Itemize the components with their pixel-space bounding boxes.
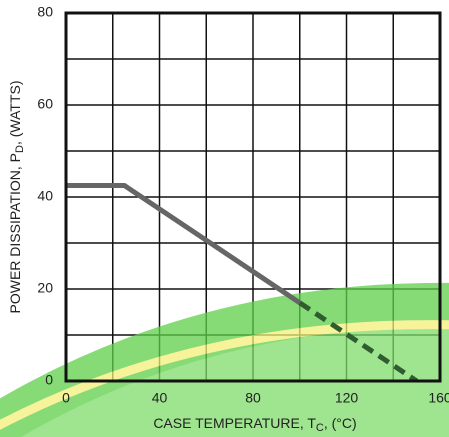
y-tick-label: 60 (37, 96, 53, 112)
x-tick-label: 0 (62, 390, 70, 406)
x-tick-label: 160 (428, 390, 449, 406)
x-tick-label: 40 (152, 390, 168, 406)
x-label-sub: C (316, 422, 324, 434)
x-label-rest: , (°C) (324, 415, 357, 431)
y-label-text: POWER DISSIPATION, P (7, 153, 23, 314)
y-label-sub: D (14, 145, 26, 153)
lines (66, 183, 419, 381)
y-axis-label: POWER DISSIPATION, PD, (WATTS) (7, 80, 26, 313)
labels: 0 40 80 120 160 0 20 40 60 80 (37, 4, 449, 406)
y-tick-label: 20 (37, 280, 53, 296)
x-label-text: CASE TEMPERATURE, T (153, 415, 316, 431)
overlay-fill (0, 304, 449, 437)
series-line (298, 300, 419, 381)
x-tick-label: 120 (335, 390, 359, 406)
x-tick-label: 80 (245, 390, 261, 406)
y-tick-label: 40 (37, 188, 53, 204)
y-label-rest: , (WATTS) (7, 80, 23, 145)
y-tick-label: 0 (45, 372, 53, 388)
x-axis-label: CASE TEMPERATURE, TC, (°C) (153, 415, 356, 434)
series-line (66, 183, 302, 305)
y-tick-label: 80 (37, 4, 53, 20)
overlay-arc-core (0, 320, 449, 430)
overlay-band (0, 282, 449, 437)
plot-frame (64, 11, 442, 383)
